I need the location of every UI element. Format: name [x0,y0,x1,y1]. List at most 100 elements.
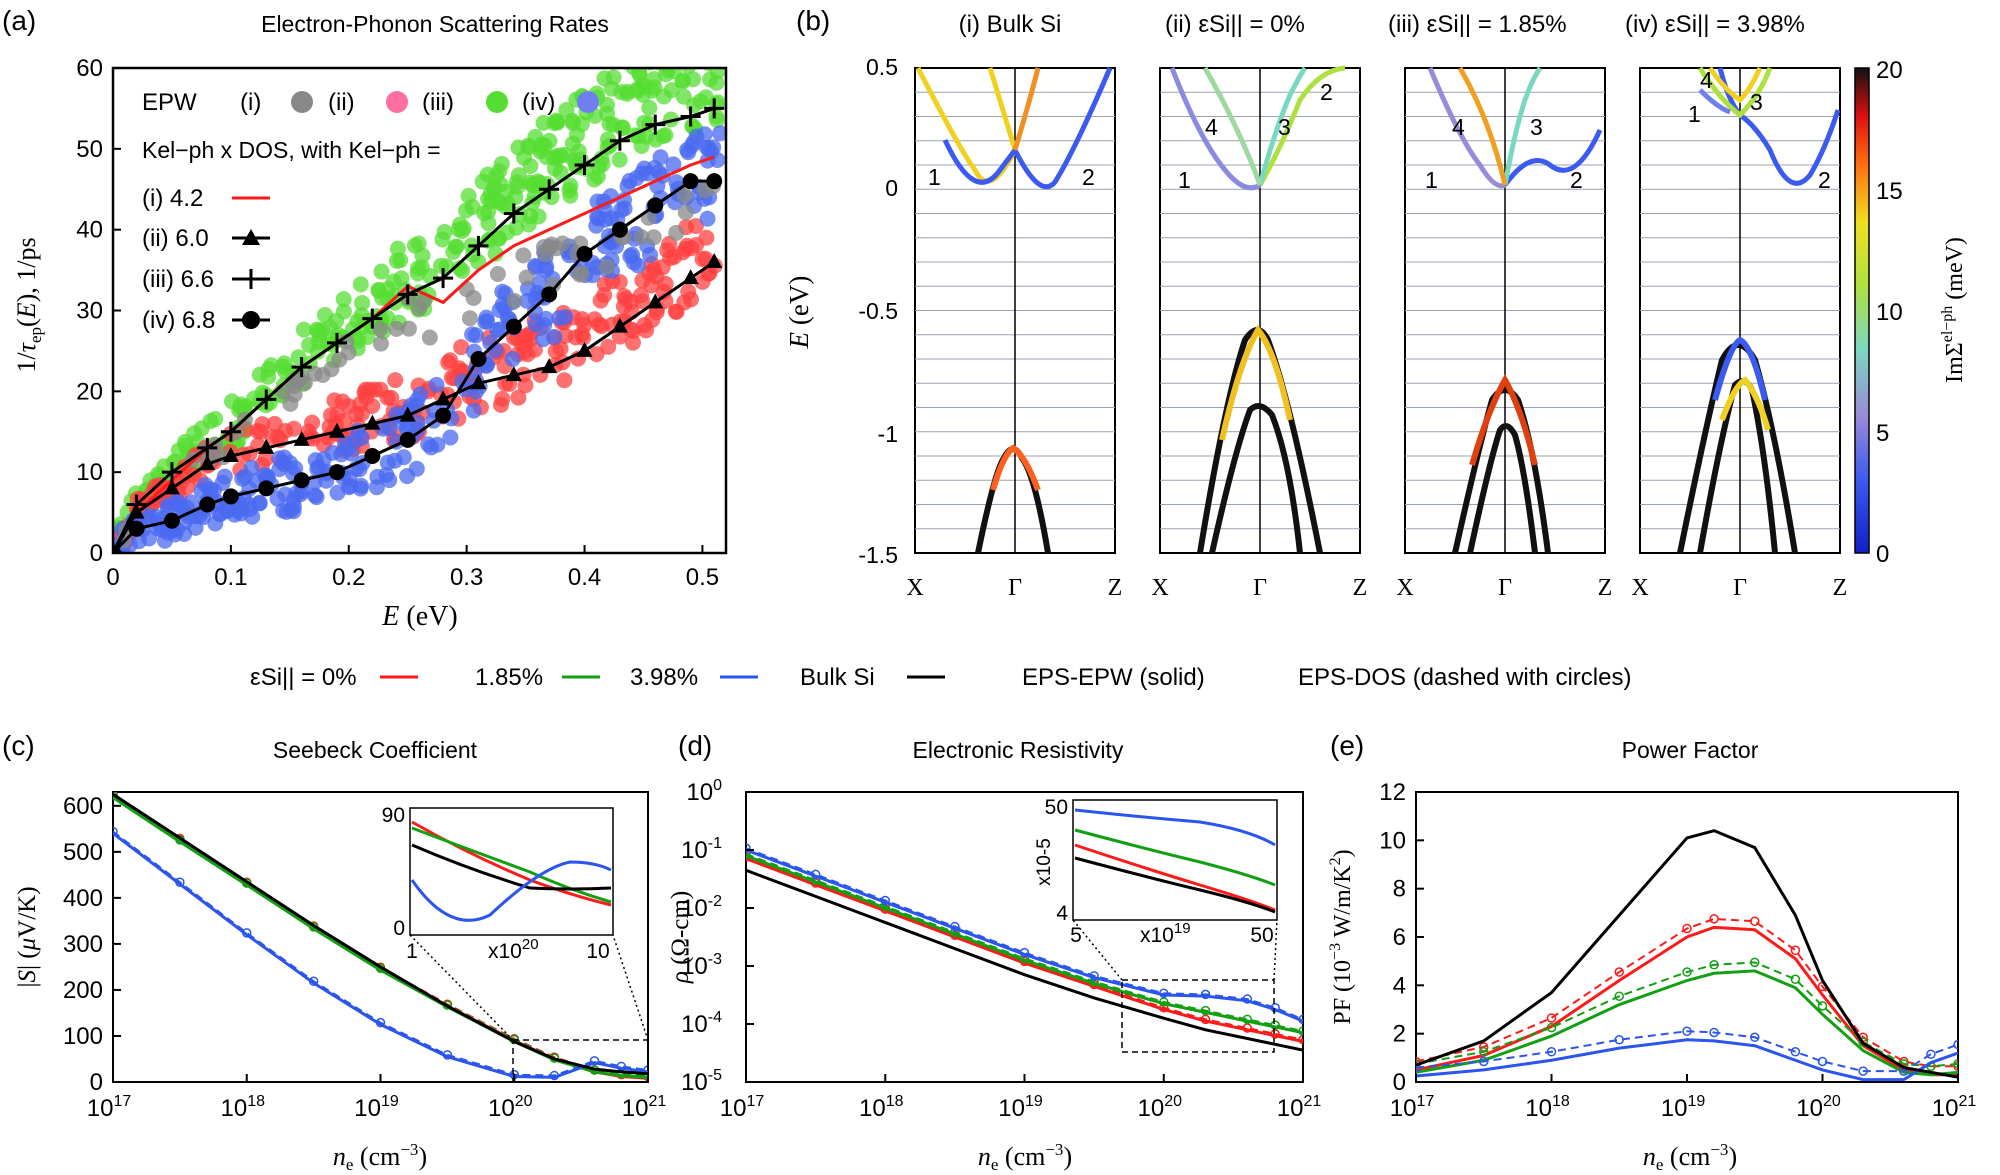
b-ytick-3: -1 [878,421,898,447]
legend-marker-plus [241,269,261,289]
epw-scatter-point [445,243,462,260]
epw-scatter-point [400,320,417,337]
inset-d-xmult-exp: 19 [1174,920,1191,937]
epw-scatter-point [296,374,313,391]
band-label-iii-4: 4 [1452,114,1465,140]
y-tick-exp: 0 [713,777,722,794]
epw-entry-iv: (iv) [522,89,555,116]
y-tick-label: 4 [1393,972,1406,999]
valence-band-top [975,446,1051,554]
inset-curve-blue [410,860,612,922]
epw-scatter-point [186,425,203,442]
panel-e-label: (e) [1330,730,1364,761]
inset-curve-black [411,843,612,891]
y-tick-label: 400 [63,885,103,912]
epw-scatter-point [686,29,702,45]
panel-d-ylabel: ρ (Ω-cm) [667,891,694,984]
valence-band-color [990,444,1041,492]
epw-scatter-point [535,114,552,131]
epw-scatter-point [611,151,628,168]
circle-marker [470,351,487,367]
panel-d-label: (d) [678,730,712,761]
conduction-band-4 [1457,66,1508,186]
triangle-marker [541,358,558,374]
dos-circle-marker [442,1050,453,1060]
conduction-band-3 [1502,66,1543,186]
epw-scatter-point [571,266,588,283]
epw-scatter-point [183,494,200,511]
triangle-marker [470,374,487,390]
epw-scatter-point [613,84,630,101]
epw-scatter-point [207,411,224,428]
epw-scatter-point [699,210,716,227]
circle-marker [399,431,416,448]
epw-scatter-point [451,260,468,277]
panel-c-label: (c) [2,730,35,761]
epw-scatter-point [353,405,370,422]
epw-scatter-point [322,407,339,424]
epw-scatter-point [309,461,326,478]
panel-a-xlabel: E (eV) [381,601,457,632]
epw-scatter-point [703,21,719,37]
kpt-iii-X: X [1396,575,1413,601]
epw-dot-iv [577,91,599,113]
dos-circle-marker [950,921,960,932]
y-tick-label: 600 [63,793,103,820]
x-tick-exp: 18 [247,1093,265,1110]
epw-scatter-point [389,240,406,257]
inset-d-xtick-5: 5 [1070,924,1082,947]
resistivity-inset: 50 4 x10-5 5 50 x1019 [1034,796,1278,947]
panel-d-ticks: 1017 1018 1019 1020 102110010-110-210-310-41… [681,777,1321,1122]
x-tick-label: 1018 [859,1093,904,1122]
epw-scatter-point [685,48,701,64]
epw-scatter-point [668,224,685,241]
x-tick-label: 1018 [221,1093,266,1122]
epw-scatter-point [527,316,544,333]
plus-marker [704,98,725,119]
resistivity-zoom-box [1121,979,1275,1053]
panel-e-xlabel: ne (cm−3) [1643,1140,1737,1174]
epw-scatter-point [387,372,404,389]
inset-d-xmult: x1019 [1140,920,1191,947]
epw-scatter-point [659,44,675,60]
epw-scatter-point [643,49,659,65]
valence-band-lower [1209,403,1303,554]
conduction-band-1 [1427,67,1507,189]
subplot-iii-title: (iii) εSi|| = 1.85% [1388,11,1567,38]
panel-b-yticks: 0.5 0 -0.5 -1 -1.5 [858,54,898,568]
epw-scatter-point [487,245,504,262]
epw-scatter-point [596,276,613,293]
epw-scatter-point [535,238,552,255]
epw-scatter-point [526,303,543,320]
inset-c-ytick-0: 0 [393,917,405,940]
inset-curve-blue [1074,808,1276,847]
kpt-ii-X: X [1151,575,1168,601]
panel-d-xlabel: ne (cm−3) [978,1140,1072,1174]
epw-scatter-point [453,339,470,356]
x-tick-label: 1020 [1796,1093,1841,1122]
plus-marker [197,437,218,458]
panel-c: (c) Seebeck Coefficient 1017 1018 1019 1020… [2,730,666,1174]
kel-legend-line: Kel−ph x DOS, with Kel−ph = [142,137,441,163]
curve-1.85% [1416,969,1958,1077]
inset-curve-red [1074,843,1276,912]
zoom-connector [1273,919,1278,981]
panel-a-label: (a) [2,5,36,36]
epw-scatter-point [301,337,318,354]
dos-circle-marker [1546,1013,1557,1023]
dos-circle-marker [1614,991,1624,1001]
dos-circle-marker [1709,960,1719,970]
panel-a-title: Electron-Phonon Scattering Rates [261,11,609,37]
band-label-i-1: 1 [928,164,941,190]
valence-band-lower [1467,423,1538,554]
cbar-tick-10: 10 [1876,299,1903,326]
x-tick-exp: 19 [1687,1093,1705,1110]
dos-circle-marker [1479,1056,1489,1067]
circle-marker [611,221,628,238]
inset-c-xmult: x1020 [488,936,539,963]
x-tick-label: 1019 [354,1093,399,1122]
band-label-iii-2: 2 [1570,167,1583,193]
epw-scatter-point [641,99,658,116]
colorbar-label: ImΣel−ph (meV) [1939,237,1968,383]
